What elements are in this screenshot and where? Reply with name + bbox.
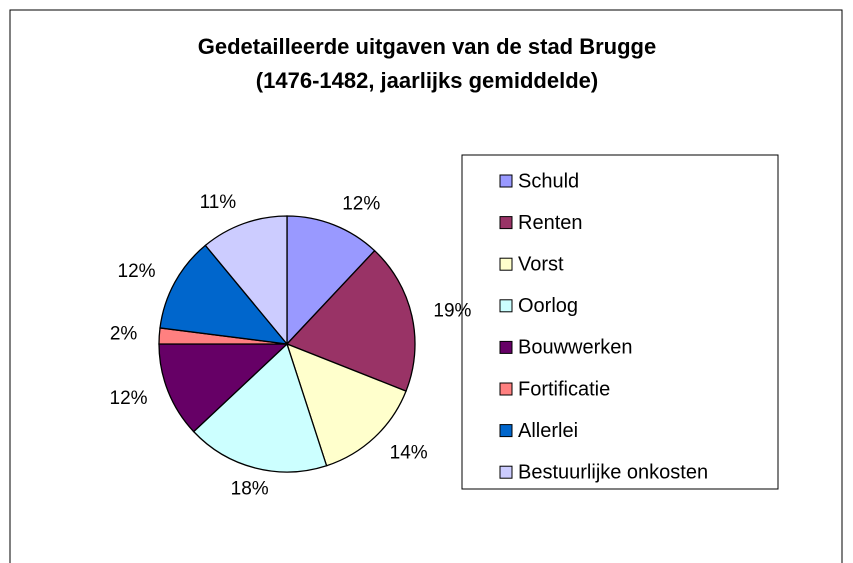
legend-label: Allerlei: [518, 420, 578, 442]
legend-label: Oorlog: [518, 295, 578, 317]
pie-slice: [192, 342, 328, 473]
pie-slice: [286, 215, 376, 346]
data-label: 2%: [110, 324, 138, 345]
legend-label: Vorst: [518, 253, 564, 275]
pie-slice: [158, 343, 289, 433]
legend-swatch: [499, 174, 513, 188]
chart-title: (1476-1482, jaarlijks gemiddelde): [256, 68, 598, 93]
chart-border: [9, 9, 843, 563]
legend-swatch: [499, 465, 513, 479]
legend-label: Renten: [518, 212, 583, 234]
legend-swatch: [499, 257, 513, 271]
data-label: 14%: [390, 442, 428, 463]
legend-label: Schuld: [518, 170, 579, 192]
data-label: 11%: [200, 192, 237, 213]
legend-label: Bouwwerken: [518, 337, 633, 359]
legend-swatch: [499, 424, 513, 438]
legend-label: Fortificatie: [518, 378, 610, 400]
legend-swatch: [499, 299, 513, 313]
pie-slice: [204, 215, 288, 346]
data-label: 12%: [342, 194, 380, 215]
pie-slice: [159, 244, 289, 345]
legend-box: [461, 154, 779, 490]
data-label: 18%: [231, 478, 269, 499]
data-label: 19%: [433, 300, 471, 321]
legend-swatch: [499, 340, 513, 354]
data-label: 12%: [118, 261, 156, 282]
legend-label: Bestuurlijke onkosten: [518, 461, 708, 483]
legend-swatch: [499, 382, 513, 396]
chart-title: Gedetailleerde uitgaven van de stad Brug…: [198, 34, 656, 59]
legend-swatch: [499, 216, 513, 230]
data-label: 12%: [110, 388, 148, 409]
